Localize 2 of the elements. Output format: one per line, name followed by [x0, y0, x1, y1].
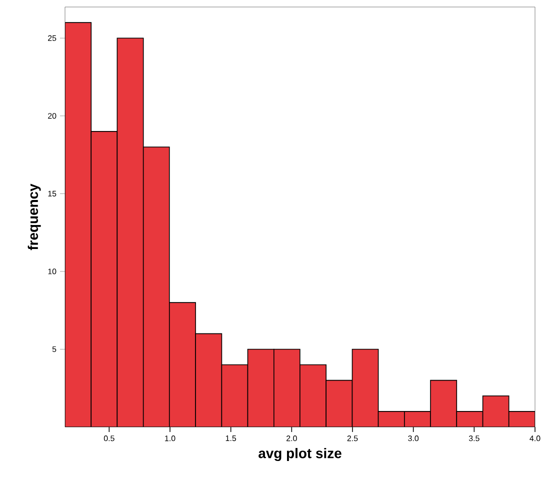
y-axis-title: frequency [28, 184, 41, 250]
x-axis-title: avg plot size [258, 448, 342, 462]
